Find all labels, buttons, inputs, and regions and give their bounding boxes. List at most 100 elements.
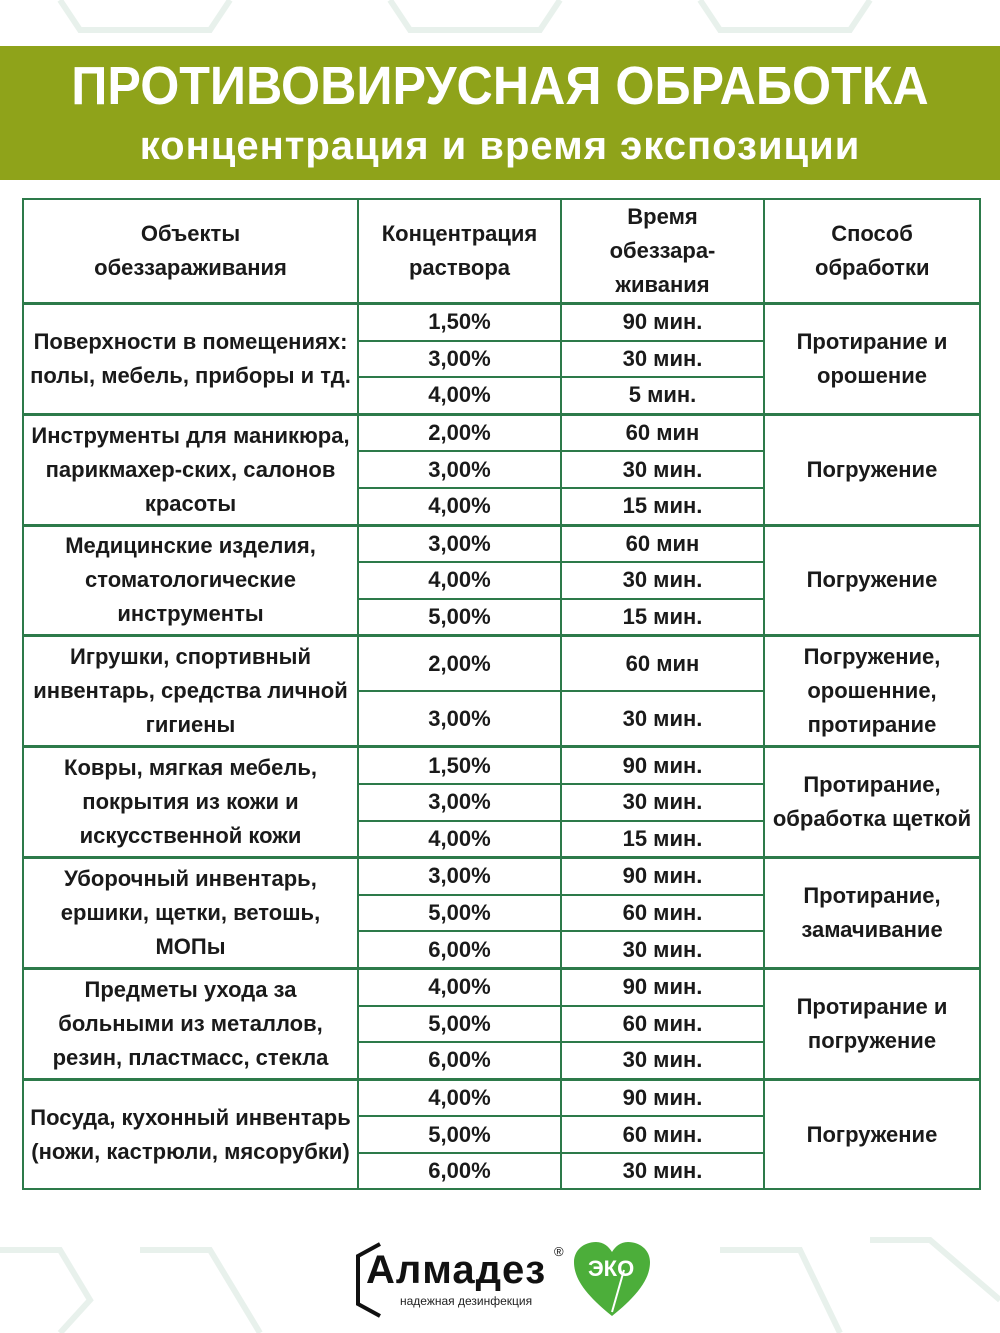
table-row: 6,00% 30 мин.: [23, 1151, 980, 1191]
brand-logo: Алмадез ® надежная дезинфекция ЭКО: [350, 1240, 660, 1320]
table-header-row: Объекты обеззараживания Концентрация рас…: [22, 198, 981, 305]
table-row: Медицинские изделия, стоматологические и…: [22, 523, 981, 637]
concentration-cell: 4,00%: [357, 1077, 562, 1118]
table-row: Инструменты для маникюра, парикмахер-ски…: [22, 412, 981, 527]
concentration-cell: 6,00%: [357, 930, 562, 970]
brand-tagline: надежная дезинфекция: [400, 1294, 533, 1308]
method-cell: Погружение, орошенние, протирание: [763, 634, 981, 748]
concentration-cell: 6,00%: [357, 1041, 562, 1081]
time-cell: 60 мин: [560, 412, 765, 453]
concentration-cell: 5,00%: [357, 1115, 562, 1154]
concentration-cell: 3,00%: [357, 782, 562, 822]
eco-heart-icon: [574, 1242, 650, 1316]
time-cell: 30 мин.: [560, 339, 765, 379]
table-row: Посуда, кухонный инвентарь (ножи, кастрю…: [22, 1077, 981, 1191]
table-row: 4,00% 5 мин.: [23, 376, 980, 416]
concentration-cell: 3,00%: [357, 690, 562, 748]
method-cell: Протирание и орошение: [763, 302, 981, 416]
table-row: 5,00% 60 мин.: [23, 893, 980, 933]
time-cell: 90 мин.: [560, 301, 765, 342]
concentration-cell: 2,00%: [357, 412, 562, 453]
table-row: 3,00% 30 мин.: [23, 339, 980, 379]
concentration-cell: 3,00%: [357, 339, 562, 379]
table-row: 5,00% 15 мин.: [23, 597, 980, 637]
object-cell: Предметы ухода за больными из металлов, …: [22, 966, 359, 1081]
table-row: 6,00% 30 мин.: [23, 930, 980, 970]
time-cell: 90 мин.: [560, 856, 765, 896]
disinfection-table: Объекты обеззараживания Концентрация рас…: [22, 198, 981, 1191]
time-cell: 30 мин.: [560, 1041, 765, 1081]
time-cell: 60 мин.: [560, 1115, 765, 1154]
table-row: 5,00% 60 мин.: [23, 1115, 980, 1154]
table-row: Предметы ухода за больными из металлов, …: [22, 966, 981, 1081]
header-concentration: Концентрация раствора: [357, 198, 562, 305]
time-cell: 30 мин.: [560, 782, 765, 822]
concentration-cell: 4,00%: [357, 966, 562, 1007]
concentration-cell: 1,50%: [357, 301, 562, 342]
object-cell: Ковры, мягкая мебель, покрытия из кожи и…: [22, 745, 359, 859]
hexagon-logo-icon: [356, 1242, 381, 1318]
concentration-cell: 5,00%: [357, 893, 562, 933]
concentration-cell: 4,00%: [357, 561, 562, 600]
table-row: Игрушки, спортивный инвентарь, средства …: [22, 634, 981, 748]
method-cell: Протирание, обработка щеткой: [763, 745, 981, 859]
method-cell: Погружение: [763, 1077, 981, 1191]
time-cell: 60 мин.: [560, 893, 765, 933]
time-cell: 30 мин.: [560, 930, 765, 970]
concentration-cell: 3,00%: [357, 523, 562, 564]
time-cell: 15 мин.: [560, 597, 765, 637]
title-banner: ПРОТИВОВИРУСНАЯ ОБРАБОТКА концентрация и…: [0, 46, 1000, 180]
time-cell: 15 мин.: [560, 486, 765, 527]
time-cell: 30 мин.: [560, 450, 765, 489]
concentration-cell: 1,50%: [357, 745, 562, 785]
header-method: Способ обработки: [763, 198, 981, 305]
table-row: Уборочный инвентарь, ершики, щетки, вето…: [22, 856, 981, 970]
object-cell: Посуда, кухонный инвентарь (ножи, кастрю…: [22, 1077, 359, 1191]
concentration-cell: 2,00%: [357, 634, 562, 693]
concentration-cell: 5,00%: [357, 597, 562, 637]
table-row: 3,00% 30 мин.: [23, 690, 980, 748]
header-objects: Объекты обеззараживания: [22, 198, 359, 305]
object-cell: Медицинские изделия, стоматологические и…: [22, 523, 359, 637]
time-cell: 30 мин.: [560, 1151, 765, 1191]
concentration-cell: 3,00%: [357, 450, 562, 489]
concentration-cell: 4,00%: [357, 376, 562, 416]
header-time: Время обеззара-живания: [560, 198, 765, 305]
table-row: 5,00% 60 мин.: [23, 1004, 980, 1044]
concentration-cell: 6,00%: [357, 1151, 562, 1191]
time-cell: 30 мин.: [560, 690, 765, 748]
table-row: Поверхности в помещениях: полы, мебель, …: [22, 301, 981, 416]
table-row: Ковры, мягкая мебель, покрытия из кожи и…: [22, 745, 981, 859]
object-cell: Поверхности в помещениях: полы, мебель, …: [22, 302, 359, 416]
concentration-cell: 4,00%: [357, 819, 562, 859]
concentration-cell: 4,00%: [357, 486, 562, 527]
time-cell: 90 мин.: [560, 745, 765, 785]
registered-mark: ®: [554, 1244, 564, 1259]
page-title: ПРОТИВОВИРУСНАЯ ОБРАБОТКА: [71, 56, 929, 116]
object-cell: Инструменты для маникюра, парикмахер-ски…: [22, 412, 359, 527]
page-subtitle: концентрация и время экспозиции: [139, 124, 861, 168]
table-row: 6,00% 30 мин.: [23, 1041, 980, 1081]
table-row: 4,00% 15 мин.: [23, 486, 980, 527]
method-cell: Протирание, замачивание: [763, 856, 981, 970]
time-cell: 90 мин.: [560, 966, 765, 1007]
method-cell: Погружение: [763, 412, 981, 527]
time-cell: 5 мин.: [560, 376, 765, 416]
time-cell: 15 мин.: [560, 819, 765, 859]
table-row: 4,00% 15 мин.: [23, 819, 980, 859]
time-cell: 30 мин.: [560, 561, 765, 600]
method-cell: Протирание и погружение: [763, 966, 981, 1081]
time-cell: 60 мин: [560, 634, 765, 693]
brand-name: Алмадез: [366, 1248, 547, 1292]
table-row: 3,00% 30 мин.: [23, 782, 980, 822]
method-cell: Погружение: [763, 523, 981, 637]
concentration-cell: 3,00%: [357, 856, 562, 896]
table-row: 3,00% 30 мин.: [23, 450, 980, 489]
table-row: 4,00% 30 мин.: [23, 561, 980, 600]
object-cell: Уборочный инвентарь, ершики, щетки, вето…: [22, 856, 359, 970]
object-cell: Игрушки, спортивный инвентарь, средства …: [22, 634, 359, 748]
time-cell: 90 мин.: [560, 1077, 765, 1118]
time-cell: 60 мин: [560, 523, 765, 564]
concentration-cell: 5,00%: [357, 1004, 562, 1044]
